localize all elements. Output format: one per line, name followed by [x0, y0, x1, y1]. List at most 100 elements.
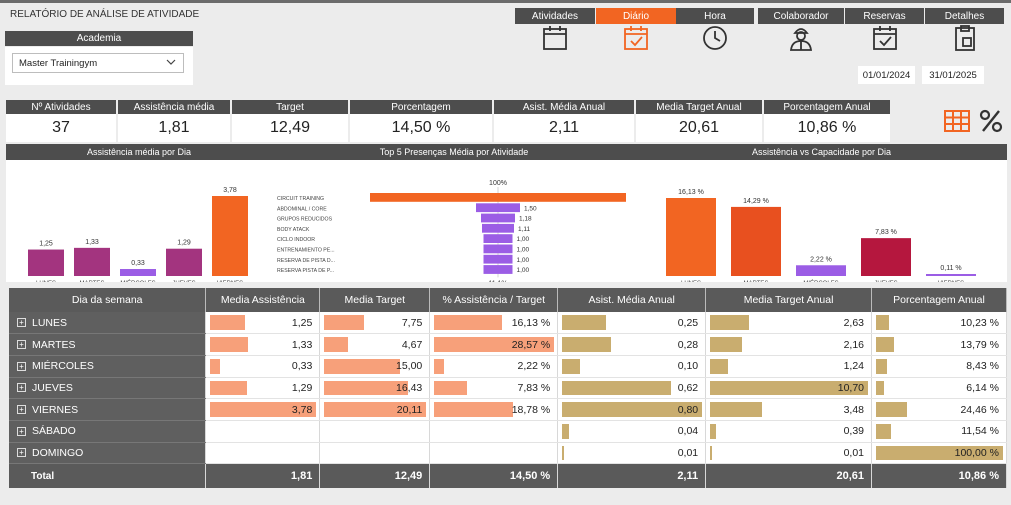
calendar-check-icon[interactable]	[871, 24, 899, 52]
tab-detalhes[interactable]: Detalhes	[925, 8, 1004, 24]
day-cell: + MARTES	[9, 333, 207, 356]
day-label: SÁBADO	[32, 425, 76, 438]
expand-icon[interactable]: +	[17, 383, 26, 393]
table-row[interactable]: + LUNES 1,25 7,75 16,13 % 0,25 2,63 10,23 %	[9, 312, 1007, 335]
clipboard-icon[interactable]	[951, 24, 979, 52]
column-header[interactable]: Dia da semana	[9, 288, 207, 312]
value-cell: 3,48	[705, 398, 873, 421]
table-row[interactable]: + JUEVES 1,29 16,43 7,83 % 0,62 10,70 6,14 %	[9, 377, 1007, 400]
end-date[interactable]: 31/01/2025	[922, 66, 984, 84]
expand-icon[interactable]: +	[17, 318, 26, 328]
column-header[interactable]: % Assistência / Target	[429, 288, 559, 312]
bar-viernes[interactable]	[212, 196, 248, 276]
kpi-card: Assistência média 1,81	[118, 100, 230, 142]
expand-icon[interactable]: +	[17, 340, 26, 350]
table-row[interactable]: + SÁBADO 0,04 0,39 11,54 %	[9, 420, 1007, 443]
bar-jueves[interactable]	[861, 238, 911, 276]
data-label: 1,00	[517, 247, 530, 254]
value-cell: 13,79 %	[871, 333, 1007, 356]
calendar-check-icon[interactable]	[622, 24, 650, 52]
chart-panel-assistencia-dia: Assistência média por Dia 1,25 LUNES 1,33 M…	[6, 144, 272, 287]
value-cell	[205, 442, 321, 465]
table-row[interactable]: + MIÉRCOLES 0,33 15,00 2,22 % 0,10 1,24 8,43 %	[9, 355, 1007, 378]
data-bar	[434, 315, 503, 331]
data-bar	[210, 315, 246, 331]
data-label: 1,00	[517, 236, 530, 243]
tab-atividades[interactable]: Atividades	[515, 8, 595, 24]
column-header[interactable]: Media Assistência	[205, 288, 321, 312]
funnel-bar[interactable]	[370, 193, 626, 202]
data-bar	[710, 445, 713, 461]
bar-miércoles[interactable]	[796, 265, 846, 276]
column-header[interactable]: Media Target Anual	[705, 288, 873, 312]
calendar-icon[interactable]	[541, 24, 569, 52]
cell-value: 1,29	[291, 381, 313, 394]
data-bar	[210, 380, 247, 396]
tab-diário[interactable]: Diário	[596, 8, 676, 24]
column-header[interactable]: Porcentagem Anual	[871, 288, 1007, 312]
funnel-bar[interactable]	[482, 223, 514, 233]
percent-icon[interactable]	[978, 108, 1004, 134]
top-border	[0, 0, 1011, 3]
bar-martes[interactable]	[74, 247, 110, 276]
data-bar	[434, 337, 555, 352]
tab-reservas[interactable]: Reservas	[845, 8, 924, 24]
total-value: 10,86 %	[958, 470, 999, 483]
funnel-bar[interactable]	[483, 265, 513, 274]
expand-icon[interactable]: +	[17, 426, 26, 436]
data-bar	[210, 358, 220, 374]
expand-icon[interactable]: +	[17, 405, 26, 415]
value-cell: 1,24	[705, 355, 873, 378]
category-label: MIÉRCOLES	[120, 280, 155, 282]
total-cell: 10,86 %	[871, 463, 1007, 488]
data-bar	[562, 358, 580, 374]
data-bar	[710, 315, 749, 331]
bar-jueves[interactable]	[166, 248, 202, 276]
tab-hora[interactable]: Hora	[676, 8, 754, 24]
cell-value: 100,00 %	[954, 446, 999, 459]
bar-martes[interactable]	[731, 206, 781, 276]
day-cell: + JUEVES	[9, 377, 207, 400]
value-cell: 0,04	[557, 420, 707, 443]
data-label: 0,33	[131, 260, 145, 267]
table-row[interactable]: + DOMINGO 0,01 0,01 100,00 %	[9, 442, 1007, 465]
clock-icon[interactable]	[701, 24, 729, 52]
table-icon[interactable]	[944, 110, 970, 132]
category-label: VIERNES	[217, 281, 243, 282]
table-row[interactable]: + VIERNES 3,78 20,11 18,78 % 0,80 3,48 24,46 %	[9, 398, 1007, 421]
chart-title: Assistência vs Capacidade por Dia	[636, 144, 1007, 160]
tab-colaborador[interactable]: Colaborador	[758, 8, 844, 24]
academia-dropdown[interactable]: Master Trainingym	[12, 53, 184, 73]
kpi-card: Target 12,49	[232, 100, 348, 142]
funnel-bar[interactable]	[483, 254, 513, 264]
data-bar	[710, 423, 716, 439]
expand-icon[interactable]: +	[17, 361, 26, 371]
day-label: MIÉRCOLES	[32, 360, 94, 373]
expand-icon[interactable]: +	[17, 448, 26, 458]
start-date[interactable]: 01/01/2024	[858, 66, 915, 84]
column-header[interactable]: Asist. Média Anual	[557, 288, 707, 312]
bar-lunes[interactable]	[28, 249, 64, 276]
value-cell: 1,29	[205, 377, 321, 400]
kpi-card: Asist. Média Anual 2,11	[494, 100, 634, 142]
cell-value: 0,01	[677, 446, 699, 459]
column-header[interactable]: Media Target	[319, 288, 431, 312]
funnel-bar[interactable]	[481, 213, 515, 223]
funnel-bar[interactable]	[483, 244, 513, 254]
value-cell: 8,43 %	[871, 355, 1007, 378]
cell-value: 13,79 %	[960, 338, 999, 351]
bar-miércoles[interactable]	[120, 269, 156, 276]
table-row[interactable]: + MARTES 1,33 4,67 28,57 % 0,28 2,16 13,79 %	[9, 333, 1007, 356]
funnel-bar[interactable]	[476, 203, 520, 213]
category-label: MARTES	[80, 281, 105, 282]
category-label: JUEVES	[874, 281, 897, 282]
bar-viernes[interactable]	[926, 274, 976, 276]
kpi-card: Porcentagem Anual 10,86 %	[764, 100, 890, 142]
total-cell: 20,61	[705, 463, 873, 488]
worker-icon[interactable]	[787, 24, 815, 52]
filter-label: Academia	[5, 31, 193, 46]
bar-lunes[interactable]	[666, 198, 716, 276]
funnel-bar[interactable]	[483, 234, 513, 243]
value-cell	[319, 442, 431, 465]
cell-value: 1,24	[843, 360, 865, 373]
